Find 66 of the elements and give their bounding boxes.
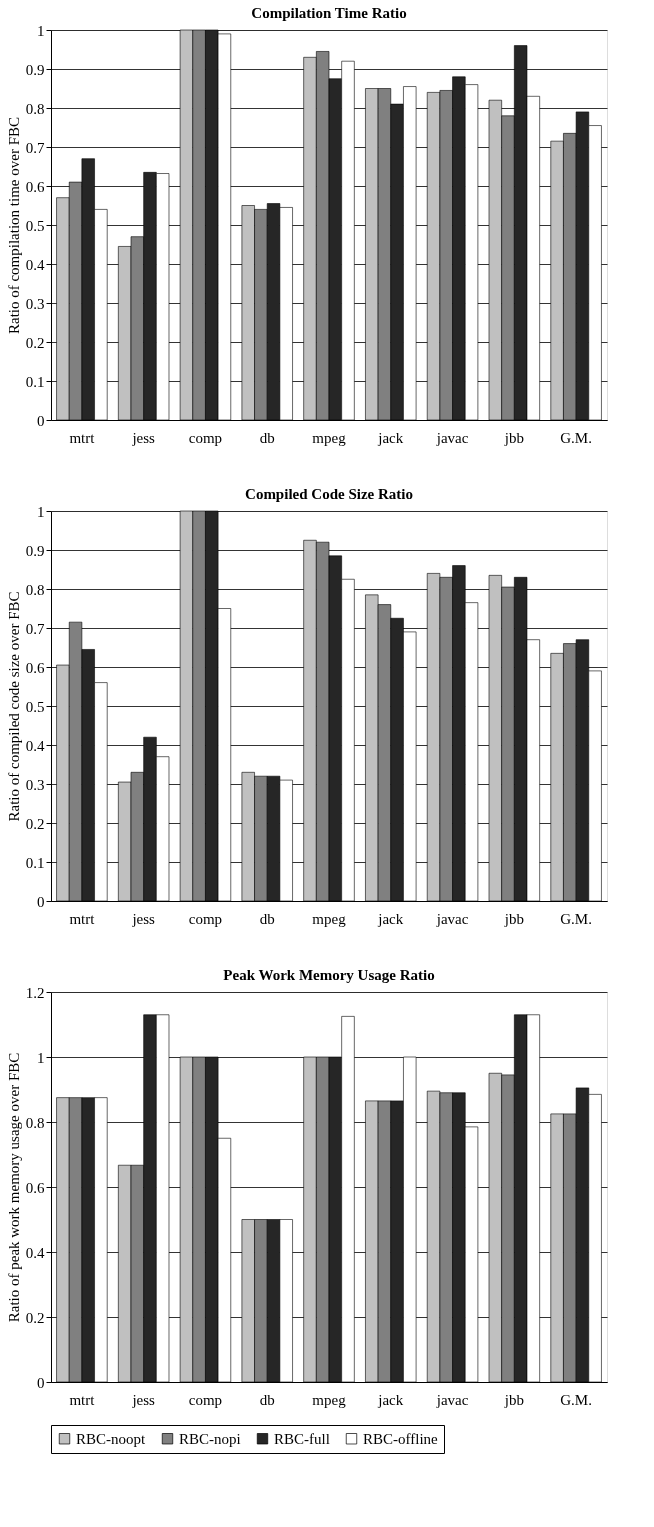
x-tick-label: db xyxy=(259,429,275,446)
y-tick-label: 0.4 xyxy=(25,256,45,273)
x-tick-label: jack xyxy=(377,910,404,927)
y-tick-label: 0.2 xyxy=(25,815,45,832)
x-tick-label: G.M. xyxy=(560,429,592,446)
y-tick-label: 0.9 xyxy=(25,61,45,78)
y-tick-label: 0.6 xyxy=(25,659,45,676)
y-tick-label: 0.3 xyxy=(25,776,45,793)
y-tick-label: 0 xyxy=(37,1374,45,1391)
y-tick-label: 0.8 xyxy=(25,100,45,117)
x-tick-label: comp xyxy=(188,1391,223,1408)
x-tick-label: mtrt xyxy=(69,1391,96,1408)
y-axis-title: Ratio of peak work memory usage over FBC xyxy=(5,1052,22,1323)
y-axis-title: Ratio of compiled code size over FBC xyxy=(5,591,22,822)
legend-label: RBC-full xyxy=(274,1430,330,1447)
y-tick-label: 0.8 xyxy=(25,1114,45,1131)
y-tick-label: 0.1 xyxy=(25,373,45,390)
x-tick-label: mpeg xyxy=(312,910,347,927)
y-tick-label: 0.2 xyxy=(25,1309,45,1326)
y-tick-label: 0 xyxy=(37,893,45,910)
x-tick-label: jess xyxy=(131,429,156,446)
y-tick-label: 0.6 xyxy=(25,1179,45,1196)
x-tick-label: db xyxy=(259,910,275,927)
legend-label: RBC-noopt xyxy=(76,1430,147,1447)
legend-label: RBC-offline xyxy=(363,1430,439,1447)
x-tick-label: jack xyxy=(377,1391,404,1408)
x-tick-label: jess xyxy=(131,910,156,927)
y-axis-title: Ratio of compilation time over FBC xyxy=(5,116,22,335)
x-tick-label: javac xyxy=(435,429,469,446)
y-tick-label: 0.1 xyxy=(25,854,45,871)
y-tick-label: 1 xyxy=(37,22,45,39)
x-tick-label: jbb xyxy=(503,1391,524,1408)
x-tick-label: db xyxy=(259,1391,275,1408)
legend-label: RBC-nopi xyxy=(179,1430,241,1447)
x-tick-label: G.M. xyxy=(560,1391,592,1408)
y-tick-label: 0.6 xyxy=(25,178,45,195)
x-tick-label: mpeg xyxy=(312,1391,347,1408)
x-tick-label: jack xyxy=(377,429,404,446)
y-tick-label: 0.8 xyxy=(25,581,45,598)
chart-title: Compiled Code Size Ratio xyxy=(245,486,413,502)
y-tick-label: 0.4 xyxy=(25,737,45,754)
x-tick-label: mpeg xyxy=(312,429,347,446)
x-tick-label: mtrt xyxy=(69,429,96,446)
x-tick-label: mtrt xyxy=(69,910,96,927)
chart-title: Compilation Time Ratio xyxy=(251,5,407,21)
x-tick-label: G.M. xyxy=(560,910,592,927)
x-tick-label: jess xyxy=(131,1391,156,1408)
x-tick-label: comp xyxy=(188,910,223,927)
y-tick-label: 0.7 xyxy=(25,139,45,156)
y-tick-label: 1.2 xyxy=(25,984,45,1001)
x-tick-label: comp xyxy=(188,429,223,446)
x-tick-label: jbb xyxy=(503,429,524,446)
chart-title: Peak Work Memory Usage Ratio xyxy=(223,967,435,983)
x-tick-label: jbb xyxy=(503,910,524,927)
y-tick-label: 0.4 xyxy=(25,1244,45,1261)
y-tick-label: 0 xyxy=(37,412,45,429)
y-tick-label: 1 xyxy=(37,1049,45,1066)
y-tick-label: 0.2 xyxy=(25,334,45,351)
y-tick-label: 1 xyxy=(37,503,45,520)
y-tick-label: 0.3 xyxy=(25,295,45,312)
x-tick-label: javac xyxy=(435,1391,469,1408)
y-tick-label: 0.7 xyxy=(25,620,45,637)
x-tick-label: javac xyxy=(435,910,469,927)
y-tick-label: 0.5 xyxy=(25,217,45,234)
y-tick-label: 0.9 xyxy=(25,542,45,559)
y-tick-label: 0.5 xyxy=(25,698,45,715)
